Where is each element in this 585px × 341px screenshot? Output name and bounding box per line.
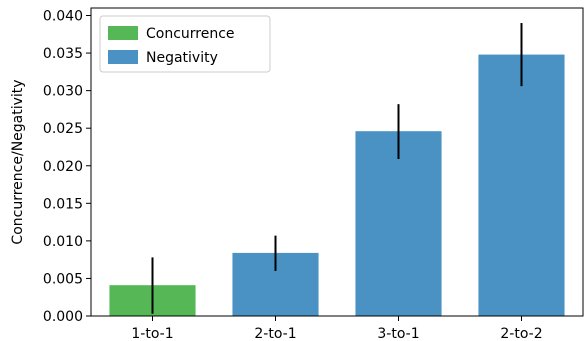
x-tick-label: 2-to-2 <box>500 326 542 341</box>
y-tick-label: 0.025 <box>43 121 83 137</box>
y-tick-label: 0.015 <box>43 196 83 212</box>
y-tick-label: 0.010 <box>43 234 83 250</box>
y-tick-label: 0.035 <box>43 46 83 62</box>
legend-label-concurrence: Concurrence <box>146 26 235 42</box>
legend-swatch-negativity <box>108 50 138 64</box>
legend-label-negativity: Negativity <box>146 50 218 66</box>
y-tick-label: 0.000 <box>43 309 83 325</box>
legend-box <box>99 15 271 73</box>
y-tick-label: 0.030 <box>43 84 83 100</box>
x-tick-label: 1-to-1 <box>131 326 173 341</box>
plot-area <box>109 23 565 316</box>
y-tick-label: 0.040 <box>43 9 83 25</box>
legend: Concurrence Negativity <box>99 15 271 73</box>
y-tick-label: 0.005 <box>43 271 83 287</box>
y-tick-label: 0.020 <box>43 159 83 175</box>
y-axis-label: Concurrence/Negativity <box>10 79 26 244</box>
x-tick-label: 2-to-1 <box>254 326 296 341</box>
bar-3-to-1 <box>355 131 442 316</box>
x-tick-label: 3-to-1 <box>377 326 419 341</box>
legend-swatch-concurrence <box>108 26 138 40</box>
axes-frame <box>90 7 584 317</box>
axes: 0.000 0.005 0.010 0.015 0.020 0.025 0.030 0.035… <box>43 7 584 341</box>
bar-2-to-2 <box>478 54 565 316</box>
